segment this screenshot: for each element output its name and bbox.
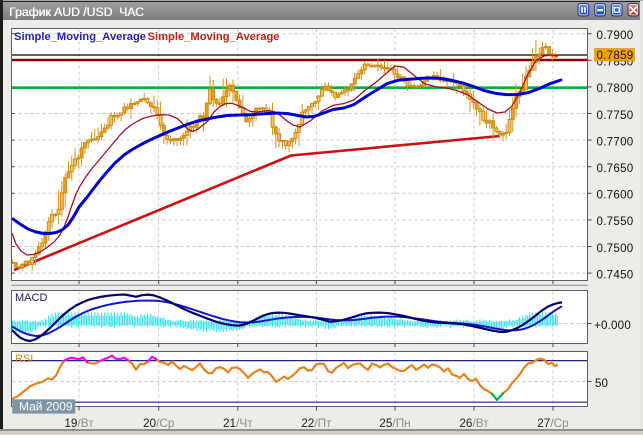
svg-text:График AUD /USD ЧАС: График AUD /USD ЧАС: [9, 5, 144, 19]
svg-text:Simple_Moving_Average: Simple_Moving_Average: [14, 31, 146, 43]
svg-text:0.7800: 0.7800: [597, 82, 634, 95]
svg-text:0.7550: 0.7550: [597, 215, 634, 228]
svg-text:50: 50: [595, 377, 608, 390]
svg-text:0.7700: 0.7700: [597, 135, 634, 148]
svg-text:0.7450: 0.7450: [597, 268, 634, 281]
svg-text:0.7650: 0.7650: [597, 162, 634, 175]
svg-text:19/Вт: 19/Вт: [64, 416, 94, 430]
svg-text:21/Чт: 21/Чт: [223, 416, 253, 430]
svg-text:Simple_Moving_Average: Simple_Moving_Average: [148, 31, 280, 43]
svg-text:0.7900: 0.7900: [597, 29, 634, 42]
svg-text:MACD: MACD: [15, 292, 47, 304]
svg-text:RSI: RSI: [15, 353, 33, 365]
svg-text:+0.000: +0.000: [594, 319, 631, 332]
svg-text:25/Пн: 25/Пн: [379, 416, 410, 430]
svg-text:22/Пт: 22/Пт: [301, 416, 332, 430]
svg-text:Май 2009: Май 2009: [19, 400, 73, 414]
svg-text:20/Ср: 20/Ср: [143, 416, 175, 430]
svg-text:27/Ср: 27/Ср: [537, 416, 569, 430]
svg-text:0.7750: 0.7750: [597, 109, 634, 122]
svg-text:26/Вт: 26/Вт: [459, 416, 489, 430]
svg-text:0.7859: 0.7859: [597, 49, 634, 62]
svg-text:0.7600: 0.7600: [597, 189, 634, 202]
svg-text:0.7500: 0.7500: [597, 242, 634, 255]
